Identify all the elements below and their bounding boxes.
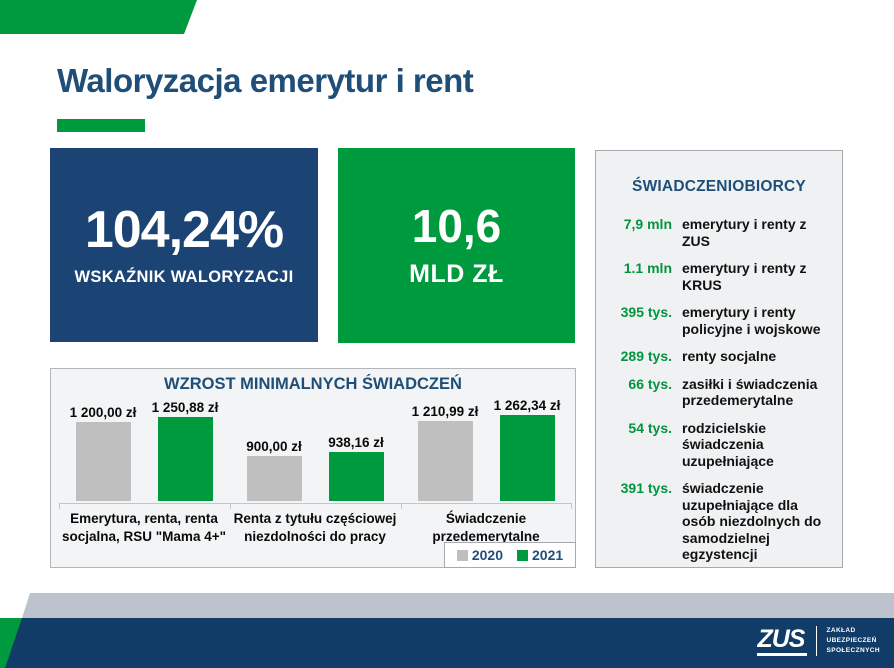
top-green-banner — [0, 0, 197, 34]
indexation-value: 104,24% — [84, 201, 284, 260]
zus-logo: ZUS ZAKŁAD UBEZPIECZEŃ SPOŁECZNYCH — [757, 626, 880, 656]
legend-label: 2020 — [471, 547, 503, 563]
beneficiary-row: 7,9 mln emerytury i renty z ZUS — [602, 216, 834, 249]
beneficiary-value: 54 tys. — [628, 419, 672, 436]
indexation-label: WSKAŹNIK WALORYZACJI — [74, 267, 294, 286]
zus-logo-mark: ZUS — [757, 626, 808, 656]
bar-value-label: 1 210,99 zł — [411, 404, 479, 419]
bar-value-label: 900,00 zł — [246, 439, 302, 454]
bar-2020-group3 — [417, 421, 473, 501]
beneficiary-value: 395 tys. — [620, 304, 672, 321]
beneficiary-value: 391 tys. — [620, 480, 672, 497]
category-label: Emerytura, renta, renta socjalna, RSU "M… — [62, 511, 226, 544]
bar-2020-group1 — [75, 422, 131, 501]
bar-value-label: 938,16 zł — [328, 435, 384, 450]
beneficiary-row: 395 tys. emerytury i renty policyjne i wo… — [602, 304, 834, 337]
axis-tick — [59, 503, 60, 509]
beneficiary-label: emerytury i renty z ZUS — [682, 216, 807, 249]
axis-tick — [571, 503, 572, 509]
beneficiary-label: rodzicielskie świadczenia uzupełniające — [682, 419, 774, 469]
beneficiary-value: 66 tys. — [628, 375, 672, 392]
stat-box-amount: 10,6 MLD ZŁ — [338, 148, 575, 343]
beneficiary-row: 1.1 mln emerytury i renty z KRUS — [602, 260, 834, 293]
beneficiary-row: 391 tys. świadczenie uzupełniające dla os… — [602, 480, 834, 563]
beneficiaries-title: ŚWIADCZENIOBIORCY — [632, 178, 806, 195]
zus-org-line: UBEZPIECZEŃ — [826, 637, 877, 645]
category-label: Renta z tytułu częściowej niezdolności d… — [233, 511, 397, 544]
stat-box-indexation: 104,24% WSKAŹNIK WALORYZACJI — [50, 148, 318, 342]
zus-org-line: SPOŁECZNYCH — [826, 646, 880, 654]
axis-tick — [401, 503, 402, 509]
bar-chart: WZROST MINIMALNYCH ŚWIADCZEŃ 1 200,00 zł… — [50, 368, 576, 568]
legend-item-2021: 2021 — [517, 547, 563, 563]
category-label: Świadczenie przedemerytalne — [432, 511, 540, 544]
bar-value-label: 1 250,88 zł — [151, 400, 219, 415]
chart-x-axis — [59, 503, 571, 504]
beneficiary-label: zasiłki i świadczenia przedemerytalne — [682, 375, 818, 409]
amount-unit: MLD ZŁ — [409, 260, 504, 289]
legend-label: 2021 — [532, 547, 564, 563]
title-underline — [57, 119, 145, 132]
bar-2020-group2 — [246, 456, 302, 501]
amount-value: 10,6 — [411, 199, 502, 252]
beneficiary-row: 66 tys. zasiłki i świadczenia przedemeryt… — [602, 376, 834, 409]
bar-2021-group3 — [499, 415, 555, 501]
bar-2021-group1 — [157, 417, 213, 501]
beneficiary-value: 7,9 mln — [623, 216, 672, 232]
bar-value-label: 1 200,00 zł — [69, 405, 137, 420]
beneficiary-label: renty socjalne — [682, 348, 777, 365]
beneficiary-label: emerytury i renty policyjne i wojskowe — [682, 304, 821, 337]
beneficiary-value: 289 tys. — [620, 348, 672, 365]
beneficiaries-list: 7,9 mln emerytury i renty z ZUS 1.1 mln eme… — [602, 216, 834, 563]
beneficiary-label: świadczenie uzupełniające dla osób niezd… — [682, 480, 822, 563]
axis-tick — [230, 503, 231, 509]
footer-navy-band: ZUS ZAKŁAD UBEZPIECZEŃ SPOŁECZNYCH — [5, 618, 894, 668]
legend-item-2020: 2020 — [456, 547, 503, 563]
zus-logo-divider — [816, 626, 818, 656]
legend-swatch-2020 — [456, 549, 468, 561]
zus-org-name: ZAKŁAD UBEZPIECZEŃ SPOŁECZNYCH — [826, 626, 880, 655]
footer-gray-band — [22, 593, 894, 618]
beneficiary-label: emerytury i renty z KRUS — [682, 260, 807, 293]
beneficiary-value: 1.1 mln — [623, 260, 672, 277]
bar-value-label: 1 262,34 zł — [493, 398, 561, 413]
legend-swatch-2021 — [517, 549, 528, 561]
chart-legend: 2020 2021 — [444, 542, 576, 568]
beneficiary-row: 54 tys. rodzicielskie świadczenia uzupełn… — [602, 420, 834, 470]
bar-2021-group2 — [328, 452, 384, 501]
page-title: Waloryzacja emerytur i rent — [57, 62, 474, 99]
chart-title: WZROST MINIMALNYCH ŚWIADCZEŃ — [164, 375, 462, 393]
beneficiaries-panel: ŚWIADCZENIOBIORCY 7,9 mln emerytury i ren… — [595, 150, 843, 568]
zus-org-line: ZAKŁAD — [826, 627, 856, 635]
beneficiary-row: 289 tys. renty socjalne — [602, 348, 834, 365]
